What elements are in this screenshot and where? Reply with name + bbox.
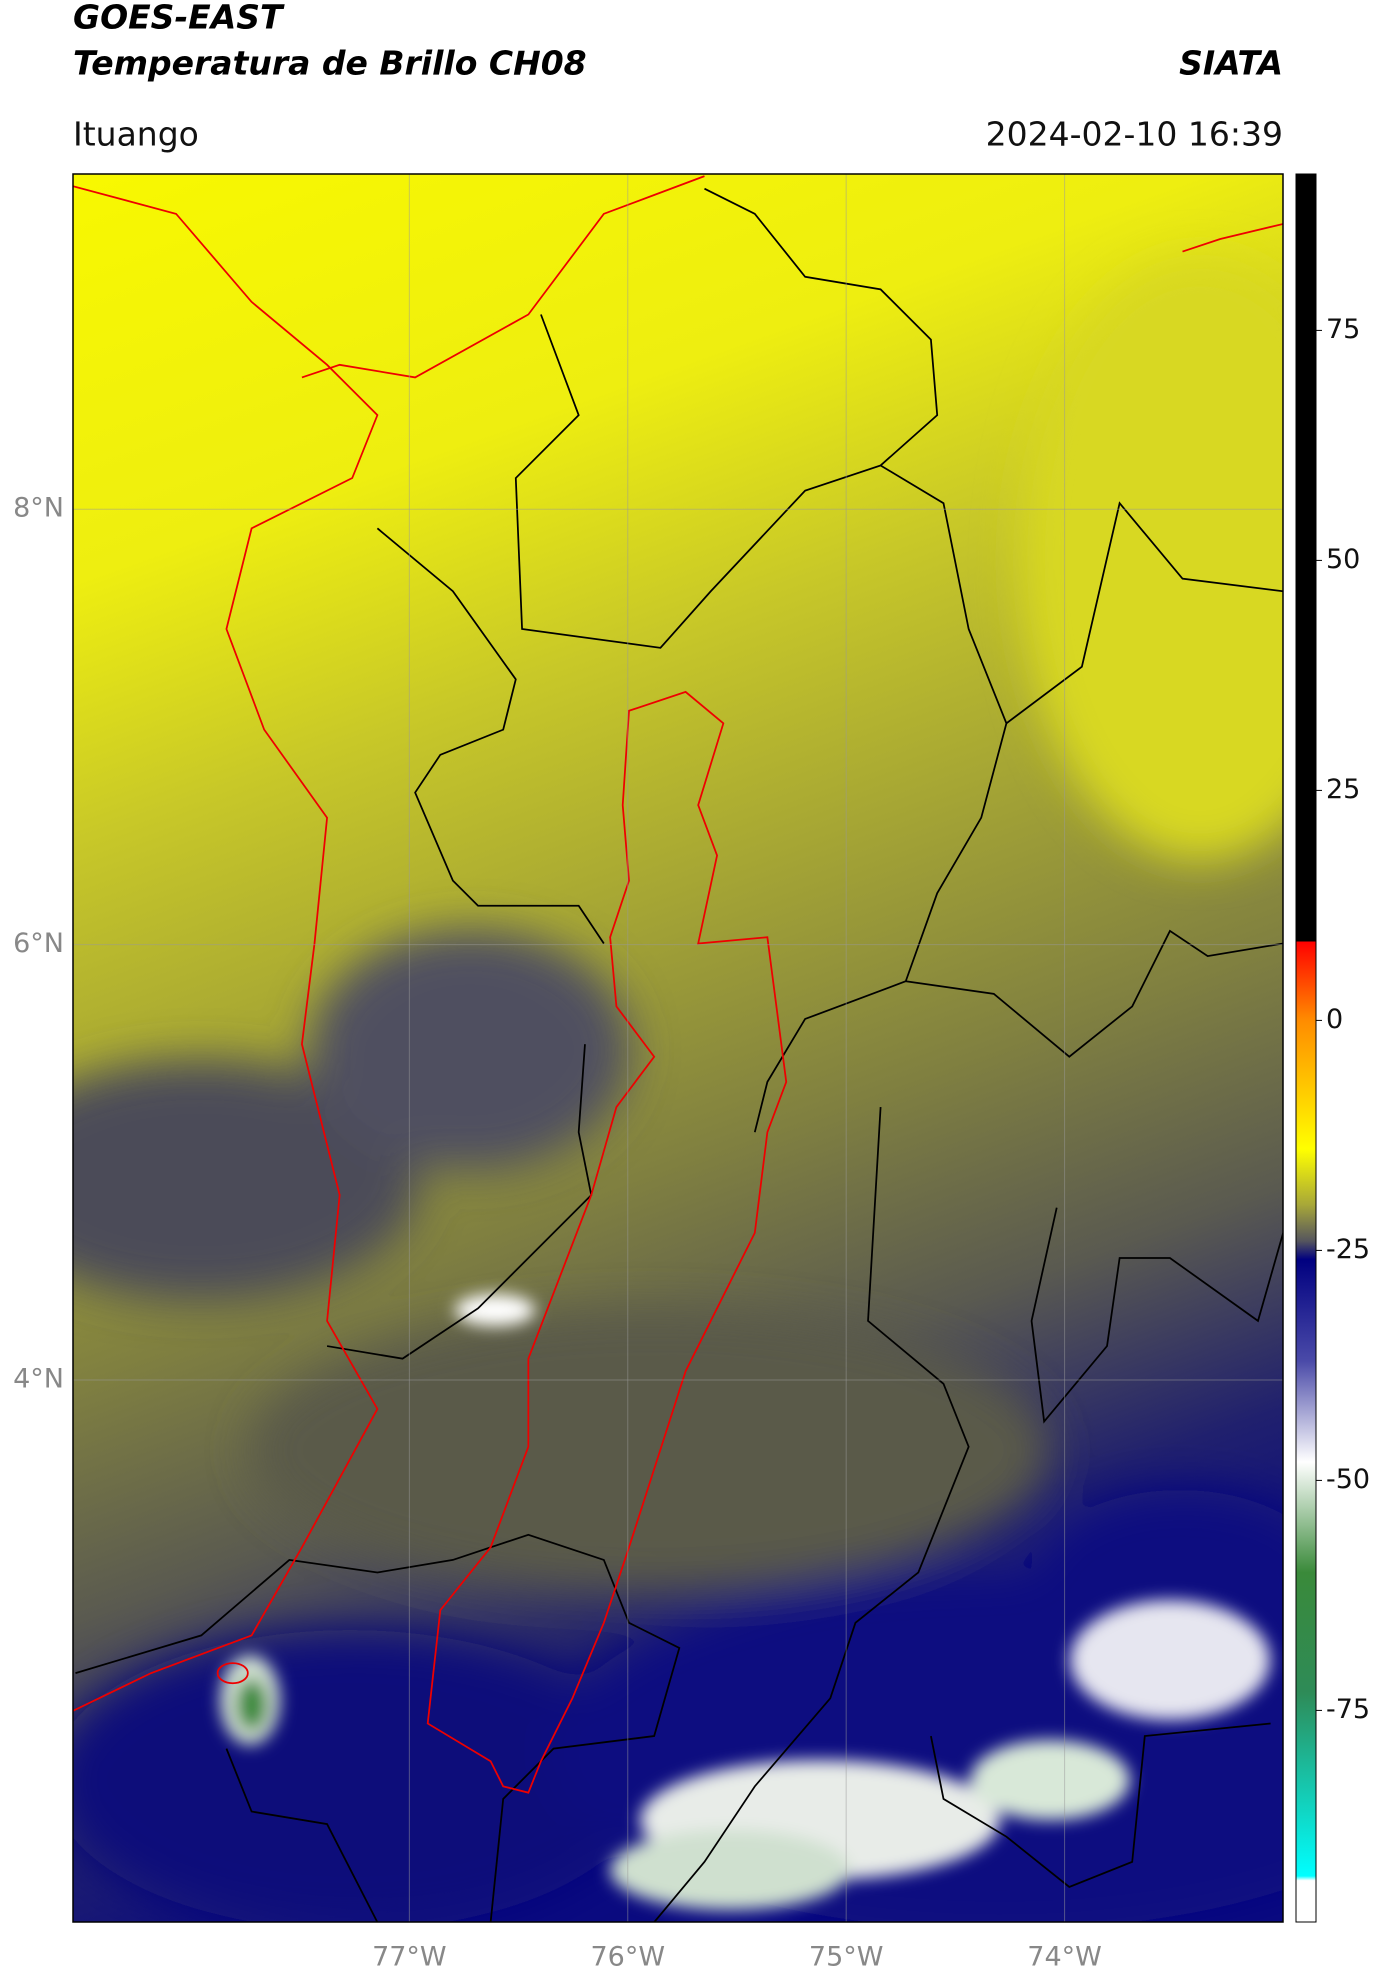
colorbar-tick-label: -75	[1326, 1694, 1370, 1725]
y-tick-label: 8°N	[13, 493, 64, 524]
x-tick-label: 77°W	[372, 1942, 447, 1973]
x-tick-label: 75°W	[809, 1942, 884, 1973]
cold-tops	[220, 1294, 1270, 1910]
colorbar	[1295, 173, 1317, 1923]
map	[73, 174, 1283, 1922]
x-tick-label: 76°W	[590, 1942, 665, 1973]
subtitle: Temperatura de Brillo CH08	[73, 44, 587, 83]
datetime: 2024-02-10 16:39	[986, 115, 1283, 154]
title: GOES-EAST	[73, 0, 285, 37]
y-tick-label: 6°N	[13, 928, 64, 959]
agency: SIATA	[1179, 44, 1283, 83]
region: Ituango	[73, 115, 199, 154]
colorbar-tick-label: -50	[1326, 1464, 1370, 1495]
y-tick-label: 4°N	[13, 1363, 64, 1394]
boundaries	[73, 175, 1283, 1922]
grid	[73, 174, 1283, 1922]
colorbar-tick-label: 25	[1326, 774, 1360, 805]
colorbar-tick-label: 75	[1326, 314, 1360, 345]
x-tick-label: 74°W	[1027, 1942, 1102, 1973]
colorbar-tick-label: 50	[1326, 544, 1360, 575]
colorbar-tick-label: -25	[1326, 1234, 1370, 1265]
map-frame	[72, 173, 1284, 1923]
colorbar-tick-label: 0	[1326, 1004, 1343, 1035]
